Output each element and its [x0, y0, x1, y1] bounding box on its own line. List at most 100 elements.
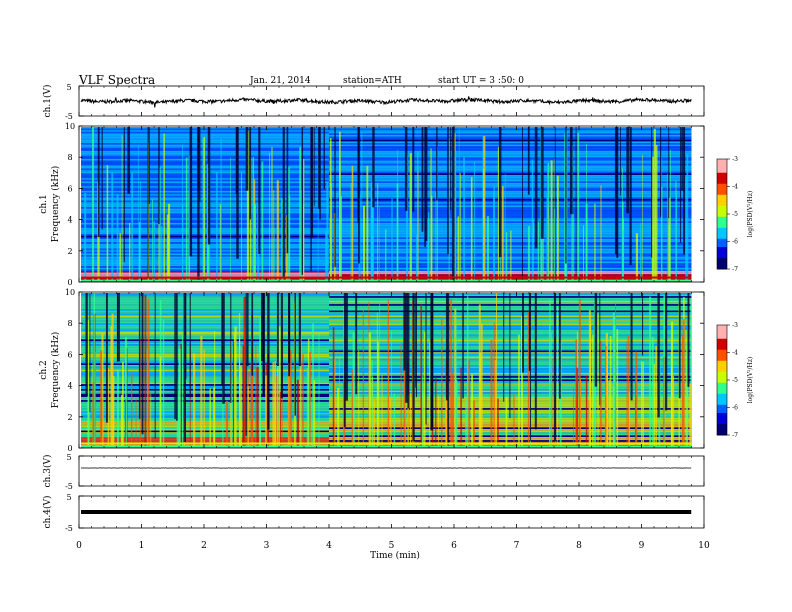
- ch2-spectrogram-sferic: [296, 379, 299, 447]
- ch2-spectrogram-sferic: [670, 321, 674, 447]
- ch1-spectrogram-band: [329, 267, 692, 270]
- ch2-spectrogram-sferic: [376, 312, 378, 447]
- ch2-spectrogram-band: [81, 440, 329, 442]
- ch1-spectrogram-sferic: [362, 205, 365, 281]
- ch1-spectrogram-sferic: [246, 130, 249, 281]
- ch2-spectrogram-sferic: [233, 341, 235, 447]
- ch1-spectrogram-colorbar-cell: [717, 241, 727, 245]
- x-tick-label-10: 10: [698, 541, 710, 551]
- ch2-spectrogram-sferic: [255, 345, 257, 447]
- ch2-spectrogram-sferic: [493, 322, 495, 447]
- ch2-spectrogram-band: [81, 377, 329, 380]
- ch2-spectrogram-colorbar-cell: [717, 424, 727, 428]
- ch2-spectrogram-colorbar-cell: [717, 336, 727, 340]
- ch2-spectrogram-band: [81, 323, 329, 325]
- ch2-spectrogram-colorbar-cell: [717, 388, 727, 392]
- ch1-spectrogram-sferic: [220, 138, 222, 281]
- ch2-spectrogram-band: [81, 307, 329, 309]
- ch2-spectrogram-sferic: [490, 339, 493, 447]
- ch2-spectrogram-colorbar-label--3: -3: [732, 322, 738, 329]
- ch1-spectrogram-image: [81, 126, 692, 283]
- ch1-spectrogram-band: [329, 127, 692, 129]
- ch1-spectrogram-sferic: [463, 157, 465, 281]
- ch1-spectrogram-gap: [575, 127, 577, 277]
- ch2-spectrogram-band: [329, 424, 692, 426]
- ch1-spectrogram-band: [329, 165, 692, 167]
- ch2-spectrogram-sferic: [575, 340, 577, 447]
- ch1-spectrogram-band: [329, 223, 692, 225]
- ch2-spectrogram-gap: [345, 293, 348, 401]
- ch2-spectrogram-sferic: [287, 311, 289, 447]
- ch2-spectrogram-sferic: [505, 397, 508, 447]
- ch2-spectrogram-sferic: [429, 342, 431, 447]
- ch2-spectrogram-sferic: [478, 304, 481, 447]
- ch1-spectrogram-band: [329, 271, 692, 273]
- ch2-spectrogram-sferic: [259, 320, 260, 447]
- ch1-spectrogram-colorbar-cell: [717, 161, 727, 165]
- ch1-spectrogram-colorbar-cell: [717, 266, 727, 270]
- ch1-spectrogram-band: [329, 216, 692, 219]
- ch1-spectrogram-gap: [282, 127, 285, 278]
- ch1-spectrogram-band: [329, 133, 692, 135]
- ch2-spectrogram-gap: [222, 293, 225, 404]
- ch2-spectrogram-sferic: [497, 398, 499, 447]
- ch2-spectrogram-band: [81, 446, 329, 449]
- ch1-spectrogram-sferic: [274, 227, 275, 281]
- x-tick-label-4: 4: [326, 541, 332, 551]
- ch1-spectrogram-sferic: [501, 186, 504, 281]
- ch1-spectrogram-sferic: [288, 166, 290, 281]
- ch2-spectrogram-colorbar-cell: [717, 429, 727, 433]
- ch1-spectrogram-colorbar-cell: [717, 249, 727, 253]
- ch1-spectrogram-sferic: [430, 148, 432, 281]
- ch2-spectrogram-band: [81, 389, 329, 391]
- ch2-spectrogram-band: [81, 299, 329, 301]
- ch1-spectrogram-band: [329, 269, 692, 271]
- ch1-spectrogram-band: [329, 176, 692, 179]
- ch1-spectrogram-gap: [147, 127, 149, 278]
- ch2-spectrogram-sferic: [239, 337, 241, 447]
- ch1-spectrogram-colorbar-cell: [717, 172, 727, 176]
- ch1-spectrogram-sferic: [482, 226, 484, 281]
- ch2-spectrogram-ytick-6: 6: [67, 350, 72, 359]
- ch1-spectrogram-band: [81, 280, 329, 283]
- ch1-spectrogram-sferic: [458, 128, 460, 281]
- ch1-spectrogram-band: [329, 138, 692, 140]
- ch1-spectrogram-sferic: [158, 192, 160, 281]
- ch1-spectrogram-band: [329, 218, 692, 220]
- ch2-spectrogram-band: [81, 416, 329, 418]
- ch2-spectrogram-sferic: [551, 332, 552, 447]
- ch2-spectrogram-sferic: [121, 361, 124, 447]
- ch1-spectrogram-sferic: [331, 182, 333, 281]
- ch2-spectrogram-sferic: [251, 347, 254, 447]
- ch2-spectrogram-gap: [221, 293, 223, 386]
- ch2-spectrogram-sferic: [180, 343, 182, 447]
- ch2-spectrogram-gap: [630, 293, 633, 401]
- ch1-spectrogram-sferic: [372, 150, 374, 281]
- ch2-spectrogram-sferic: [209, 388, 211, 447]
- ch1-spectrogram-lf-line: [81, 276, 692, 279]
- ch2-spectrogram-band: [329, 419, 692, 421]
- ch2-spectrogram-sferic: [438, 395, 439, 447]
- ch1-spectrogram-gap: [534, 127, 538, 249]
- ch1-spectrogram-gap: [245, 127, 249, 191]
- ch1-spectrogram-colorbar-cell: [717, 238, 727, 242]
- ch1-spectrogram-sferic: [366, 165, 369, 281]
- ch1-spectrogram-sferic: [483, 135, 486, 281]
- ch1-spectrogram-sferic: [181, 204, 184, 281]
- ch2-spectrogram-colorbar-cell: [717, 374, 727, 378]
- ch2-spectrogram-gap: [534, 293, 537, 430]
- ch1-spectrogram-band: [329, 195, 692, 198]
- ch1-spectrogram-colorbar-cell: [717, 255, 727, 259]
- ch1-spectrogram-band: [329, 149, 692, 151]
- ch1-spectrogram-sferic: [600, 185, 602, 281]
- ch1-spectrogram-sferic: [325, 230, 327, 281]
- ch2-spectrogram-band: [81, 329, 329, 332]
- ch2-spectrogram-sferic: [451, 373, 454, 447]
- ch2-spectrogram-band: [81, 438, 329, 441]
- ch2-spectrogram-band: [329, 433, 692, 436]
- ch1-spectrogram-sferic: [281, 198, 284, 281]
- ch1-spectrogram-gap: [334, 127, 336, 268]
- ch1-spectrogram-sferic: [385, 229, 387, 281]
- ch2-spectrogram-sferic: [313, 380, 316, 447]
- ch1-spectrogram-band: [329, 202, 692, 204]
